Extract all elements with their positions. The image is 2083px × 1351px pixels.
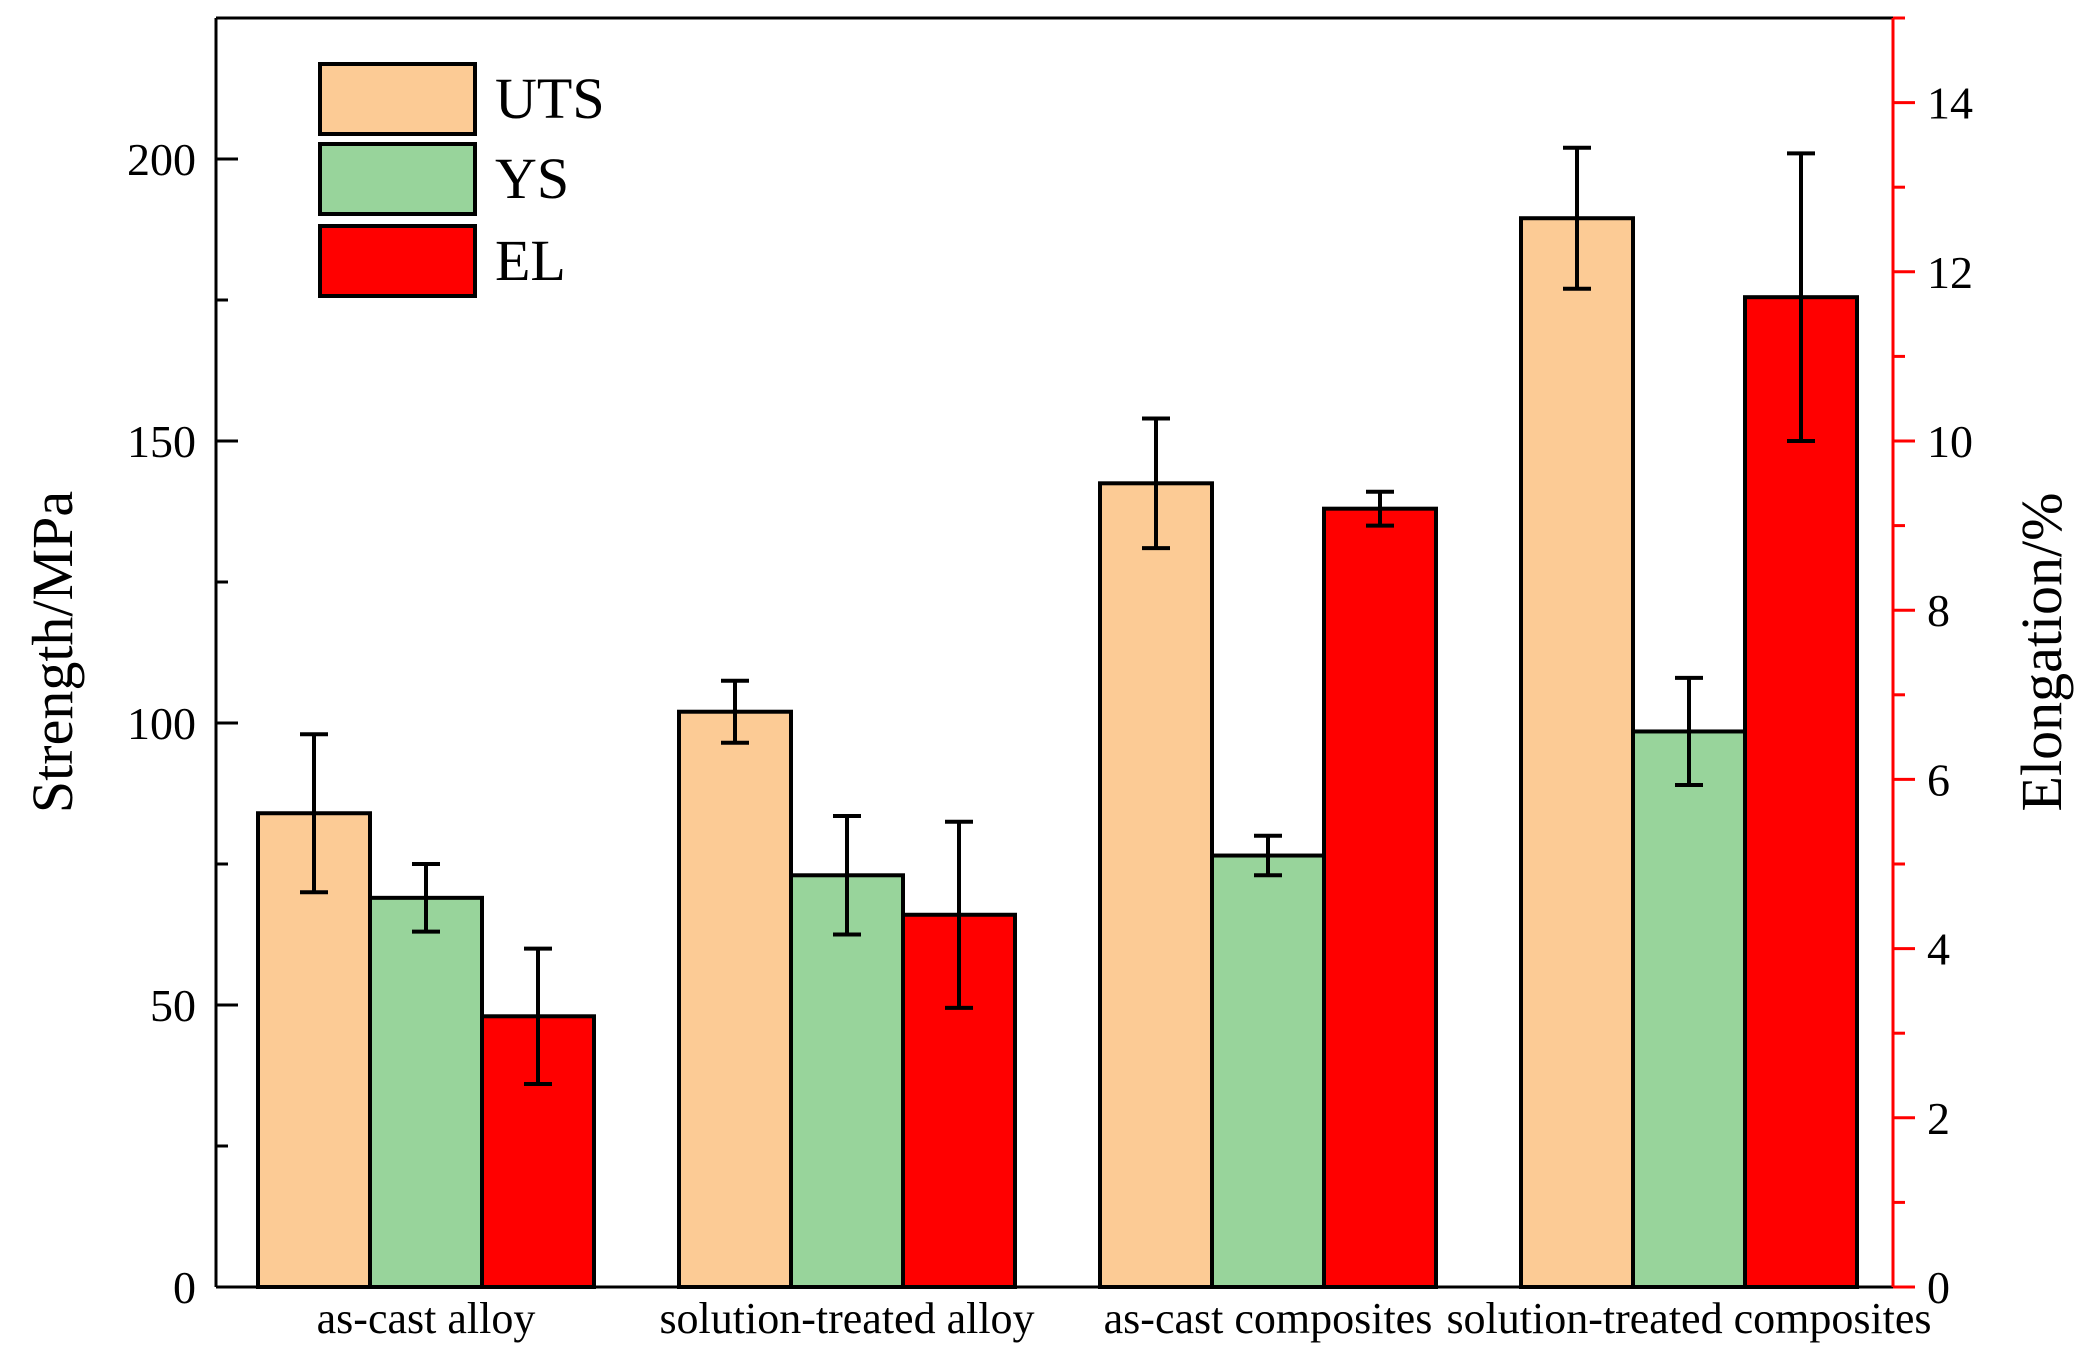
left-axis-title: Strength/MPa xyxy=(20,491,85,813)
left-tick-label-0: 0 xyxy=(173,1262,196,1313)
left-tick-label-100: 100 xyxy=(127,698,196,749)
right-axis-title: Elongation/% xyxy=(2009,493,2074,812)
right-tick-label-4: 4 xyxy=(1927,924,1950,975)
legend-swatch-el xyxy=(318,224,477,298)
legend-swatch-ys xyxy=(318,142,477,216)
bar-ys-solution-treated-composites xyxy=(1631,729,1747,1289)
right-tick-label-0: 0 xyxy=(1927,1262,1950,1313)
right-tick-label-10: 10 xyxy=(1927,416,1973,467)
error-bar-uts-solution-treated-composites xyxy=(1563,145,1591,291)
legend: UTS YS EL xyxy=(318,62,605,298)
category-label-as-cast-alloy: as-cast alloy xyxy=(317,1294,536,1343)
right-tick-label-14: 14 xyxy=(1927,78,1973,129)
error-bar-uts-as-cast-composites xyxy=(1142,416,1170,551)
error-bar-ys-as-cast-alloy xyxy=(412,862,440,934)
bar-ys-as-cast-composites xyxy=(1210,853,1326,1289)
legend-label-ys: YS xyxy=(495,146,569,211)
category-label-as-cast-composites: as-cast composites xyxy=(1104,1294,1433,1343)
error-bar-el-solution-treated-composites xyxy=(1787,151,1815,443)
category-label-solution-treated-composites: solution-treated composites xyxy=(1446,1294,1931,1343)
left-tick-label-150: 150 xyxy=(127,416,196,467)
bars-layer xyxy=(256,216,1859,1290)
bar-uts-solution-treated-composites xyxy=(1519,216,1635,1290)
bar-uts-solution-treated-alloy xyxy=(677,709,793,1289)
right-tick-label-12: 12 xyxy=(1927,247,1973,298)
right-tick-label-8: 8 xyxy=(1927,585,1950,636)
error-bar-el-as-cast-composites xyxy=(1366,489,1394,528)
right-tick-label-2: 2 xyxy=(1927,1093,1950,1144)
error-bar-ys-solution-treated-alloy xyxy=(833,814,861,937)
legend-label-el: EL xyxy=(495,228,566,293)
bar-ys-solution-treated-alloy xyxy=(789,873,905,1290)
right-axis-ticks: 0 2 4 6 8 10 12 14 xyxy=(1893,16,1973,1313)
left-tick-label-200: 200 xyxy=(127,134,196,185)
right-tick-label-6: 6 xyxy=(1927,754,1950,805)
error-bar-el-as-cast-alloy xyxy=(524,946,552,1086)
error-bars-layer xyxy=(300,145,1815,1086)
legend-label-uts: UTS xyxy=(495,66,605,131)
left-axis-ticks: 0 50 100 150 200 xyxy=(127,16,238,1313)
bar-el-as-cast-composites xyxy=(1322,506,1438,1289)
error-bar-ys-solution-treated-composites xyxy=(1675,675,1703,788)
bar-el-solution-treated-composites xyxy=(1743,295,1859,1289)
bar-uts-as-cast-composites xyxy=(1098,481,1214,1289)
error-bar-uts-solution-treated-alloy xyxy=(721,678,749,745)
error-bar-uts-as-cast-alloy xyxy=(300,732,328,895)
bar-ys-as-cast-alloy xyxy=(368,895,484,1290)
left-tick-label-50: 50 xyxy=(150,980,196,1031)
error-bar-ys-as-cast-composites xyxy=(1254,833,1282,878)
category-label-solution-treated-alloy: solution-treated alloy xyxy=(659,1294,1034,1343)
category-labels: as-cast alloy solution-treated alloy as-ca… xyxy=(317,1294,1932,1343)
legend-swatch-uts xyxy=(318,62,477,136)
error-bar-el-solution-treated-alloy xyxy=(945,819,973,1010)
